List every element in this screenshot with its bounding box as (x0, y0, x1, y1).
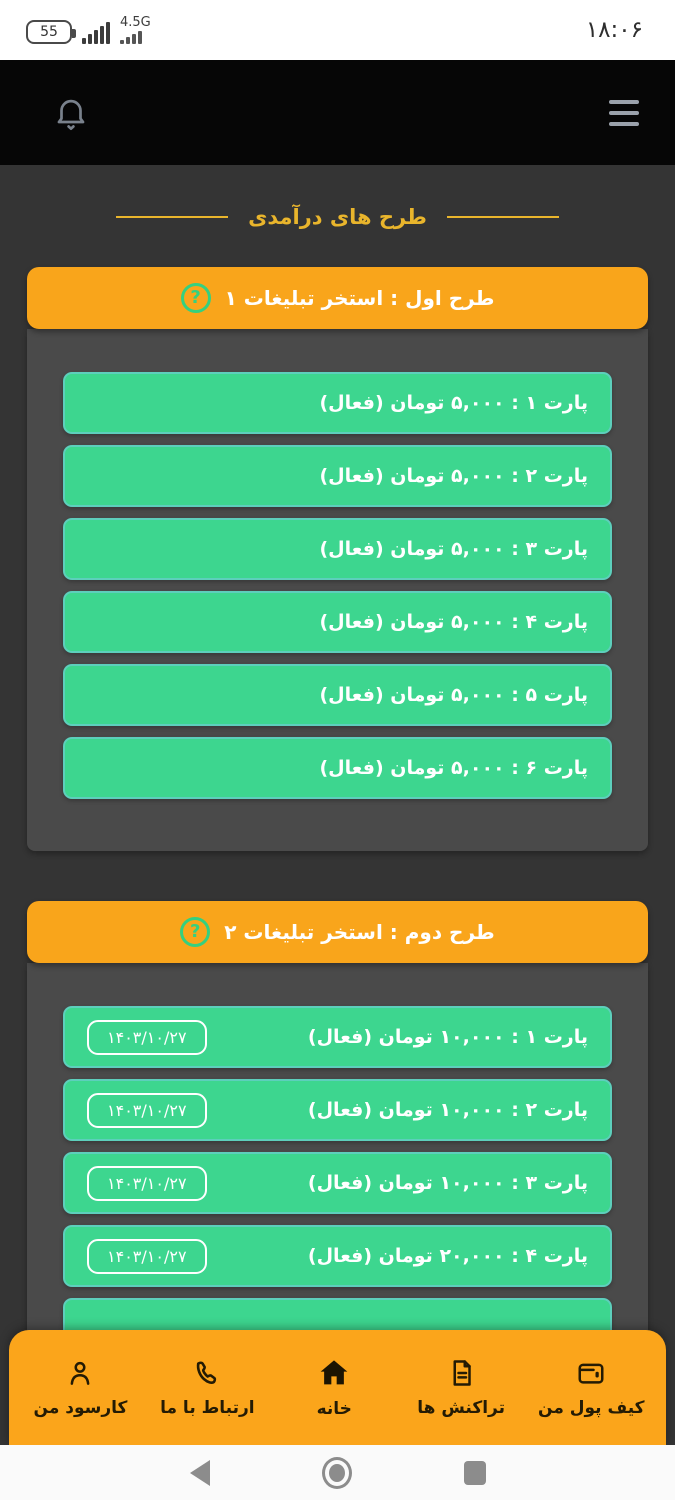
plan-2-part-2[interactable]: پارت ۲ : ۱۰,۰۰۰ تومان (فعال) ۱۴۰۳/۱۰/۲۷ (63, 1079, 612, 1141)
android-recents-button[interactable] (463, 1460, 486, 1485)
hamburger-icon (609, 99, 639, 104)
network-type-label: 4.5G (120, 15, 151, 30)
plan-2-header[interactable]: طرح دوم : استخر تبلیغات ۲ ? (27, 901, 648, 963)
android-home-button[interactable] (321, 1456, 352, 1489)
plan-1-header[interactable]: طرح اول : استخر تبلیغات ۱ ? (27, 267, 648, 329)
phone-icon (197, 1360, 217, 1384)
part-label: پارت ۶ : ۵,۰۰۰ تومان (فعال) (319, 757, 588, 779)
help-icon[interactable]: ? (180, 917, 211, 947)
status-indicators: 55 4.5G (26, 16, 151, 44)
plan-1-part-3[interactable]: پارت ۳ : ۵,۰۰۰ تومان (فعال) (63, 518, 612, 580)
part-label: پارت ۳ : ۱۰,۰۰۰ تومان (فعال) (307, 1172, 588, 1194)
part-label: پارت ۳ : ۵,۰۰۰ تومان (فعال) (319, 538, 588, 560)
part-date-badge: ۱۴۰۳/۱۰/۲۷ (87, 1165, 207, 1201)
nav-item-wallet[interactable]: کیف پول من (538, 1358, 645, 1418)
plan-1-part-5[interactable]: پارت ۵ : ۵,۰۰۰ تومان (فعال) (63, 664, 612, 726)
plan-1-title: طرح اول : استخر تبلیغات ۱ (224, 286, 495, 310)
part-label: پارت ۲ : ۵,۰۰۰ تومان (فعال) (319, 465, 588, 487)
plan-1-body: پارت ۱ : ۵,۰۰۰ تومان (فعال) پارت ۲ : ۵,۰… (27, 329, 648, 851)
battery-icon: 55 (26, 20, 76, 44)
part-label: پارت ۴ : ۵,۰۰۰ تومان (فعال) (319, 611, 588, 633)
nav-label: ارتباط با ما (160, 1397, 255, 1418)
bell-icon (57, 99, 85, 130)
android-nav-bar (0, 1445, 675, 1500)
nav-item-transactions[interactable]: تراکنش ها (411, 1358, 511, 1418)
android-home-icon (328, 1463, 345, 1482)
nav-item-home[interactable]: خانه (284, 1357, 384, 1419)
battery-level: 55 (40, 24, 58, 40)
transactions-icon (453, 1359, 471, 1386)
nav-label: خانه (316, 1398, 352, 1419)
menu-button[interactable] (609, 99, 639, 126)
status-bar: 55 4.5G ۱۸:۰۶ (0, 0, 675, 60)
help-icon[interactable]: ? (180, 283, 211, 313)
title-divider-right (446, 216, 559, 218)
android-back-button[interactable] (189, 1459, 210, 1486)
notifications-button[interactable] (52, 93, 90, 133)
plan-2-part-4[interactable]: پارت ۴ : ۲۰,۰۰۰ تومان (فعال) ۱۴۰۳/۱۰/۲۷ (63, 1225, 612, 1287)
secondary-signal-icon (120, 31, 142, 44)
nav-item-contact[interactable]: ارتباط با ما (157, 1358, 257, 1418)
part-date-badge: ۱۴۰۳/۱۰/۲۷ (87, 1092, 207, 1128)
plan-1-part-2[interactable]: پارت ۲ : ۵,۰۰۰ تومان (فعال) (63, 445, 612, 507)
home-icon (320, 1359, 348, 1384)
nav-item-profile[interactable]: کارسود من (30, 1358, 130, 1418)
title-divider-left (116, 216, 229, 218)
user-icon (71, 1361, 90, 1385)
app-header (0, 60, 675, 165)
clock: ۱۸:۰۶ (585, 17, 643, 43)
plan-2-part-3[interactable]: پارت ۳ : ۱۰,۰۰۰ تومان (فعال) ۱۴۰۳/۱۰/۲۷ (63, 1152, 612, 1214)
signal-strength-icon (82, 22, 110, 44)
bottom-navigation: کیف پول من تراکنش ها خانه ارتباط با ما (9, 1330, 666, 1445)
nav-label: تراکنش ها (417, 1397, 506, 1418)
plan-1-part-4[interactable]: پارت ۴ : ۵,۰۰۰ تومان (فعال) (63, 591, 612, 653)
page-title: طرح های درآمدی (248, 205, 427, 229)
part-label: پارت ۱ : ۵,۰۰۰ تومان (فعال) (319, 392, 588, 414)
part-date-badge: ۱۴۰۳/۱۰/۲۷ (87, 1238, 207, 1274)
nav-label: کارسود من (33, 1397, 128, 1418)
part-label: پارت ۱ : ۱۰,۰۰۰ تومان (فعال) (307, 1026, 588, 1048)
part-label: پارت ۴ : ۲۰,۰۰۰ تومان (فعال) (307, 1245, 588, 1267)
plan-1-part-6[interactable]: پارت ۶ : ۵,۰۰۰ تومان (فعال) (63, 737, 612, 799)
part-label: پارت ۵ : ۵,۰۰۰ تومان (فعال) (319, 684, 588, 706)
part-date-badge: ۱۴۰۳/۱۰/۲۷ (87, 1019, 207, 1055)
page-title-row: طرح های درآمدی (0, 165, 675, 267)
part-label: پارت ۲ : ۱۰,۰۰۰ تومان (فعال) (307, 1099, 588, 1121)
nav-label: کیف پول من (538, 1397, 645, 1418)
network-type-indicator: 4.5G (120, 16, 151, 44)
plan-2-title: طرح دوم : استخر تبلیغات ۲ (224, 920, 495, 944)
plan-card-1: طرح اول : استخر تبلیغات ۱ ? پارت ۱ : ۵,۰… (27, 267, 648, 851)
plan-1-part-1[interactable]: پارت ۱ : ۵,۰۰۰ تومان (فعال) (63, 372, 612, 434)
plan-2-part-1[interactable]: پارت ۱ : ۱۰,۰۰۰ تومان (فعال) ۱۴۰۳/۱۰/۲۷ (63, 1006, 612, 1068)
wallet-icon (578, 1363, 604, 1384)
